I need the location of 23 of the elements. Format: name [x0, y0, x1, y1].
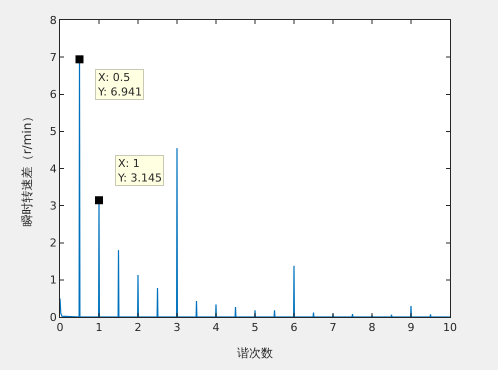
annotation: X: 0.5 Y: 6.941 [97, 71, 142, 98]
x-tick-label: 7 [330, 321, 336, 334]
x-tick-label: 10 [443, 321, 457, 334]
x-tick-label: 5 [252, 321, 258, 334]
y-tick-label: 4 [50, 162, 57, 176]
x-tick-label: 2 [134, 321, 142, 334]
y-tick-label: 7 [50, 50, 57, 64]
y-tick-label: 6 [50, 88, 57, 102]
x-tick-label: 3 [174, 321, 180, 334]
y-tick-label: 0 [50, 310, 57, 324]
y-tick-label: 5 [50, 125, 57, 138]
y-tick-label: 2 [50, 236, 57, 250]
x-tick-label: 9 [408, 321, 414, 334]
x-tick-label: 8 [368, 321, 376, 334]
x-tick-label: 4 [212, 321, 220, 334]
y-tick-label: 8 [50, 14, 57, 27]
x-tick-label: 1 [96, 321, 102, 334]
y-axis-title: 瞬时转速差（r/min） [20, 110, 34, 226]
y-tick-label: 3 [50, 199, 57, 212]
x-axis-title: 谐次数 [237, 346, 273, 360]
annotation: X: 1 Y: 3.145 [117, 157, 162, 184]
x-tick-label: 6 [290, 321, 298, 334]
y-tick-label: 1 [50, 274, 57, 287]
